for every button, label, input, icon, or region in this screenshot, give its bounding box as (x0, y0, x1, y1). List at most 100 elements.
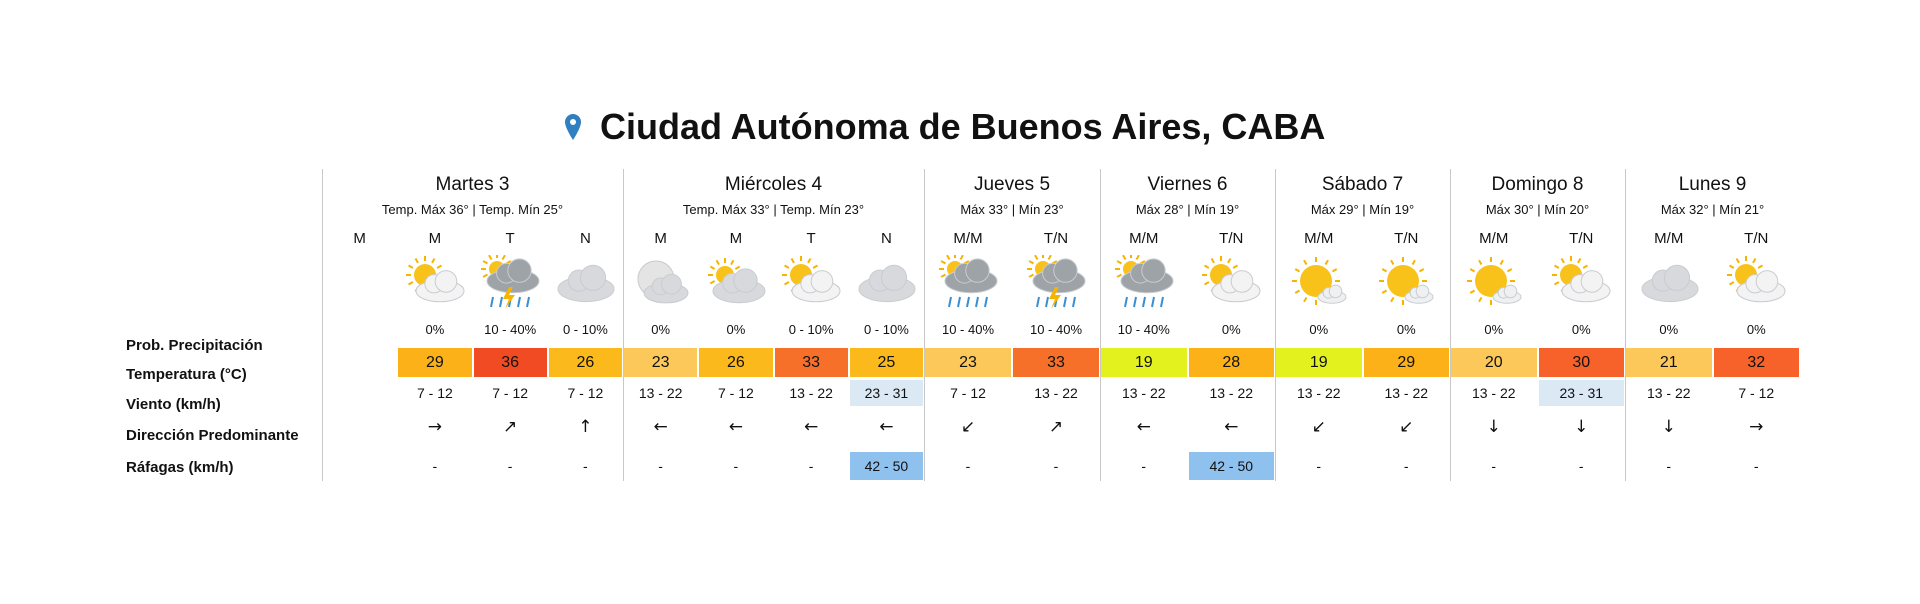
gusts: - (1491, 458, 1497, 474)
wind: 13 - 22 (1121, 385, 1166, 401)
weather-icon (405, 256, 465, 303)
period-label: M/M (1654, 230, 1684, 247)
gusts: - (1141, 458, 1147, 474)
wind-direction: → (1749, 417, 1764, 437)
day-summary: Temp. Máx 33° | Temp. Mín 23° (682, 202, 865, 217)
gusts: - (658, 458, 663, 474)
wind-direction: ↑ (578, 417, 593, 437)
separator (1625, 169, 1626, 481)
precipitation: 10 - 40% (1117, 322, 1170, 337)
day-summary: Temp. Máx 36° | Temp. Mín 25° (381, 202, 564, 217)
period-label: N (579, 230, 591, 247)
period-label: T/N (1744, 230, 1769, 247)
precipitation: 0% (1659, 322, 1679, 337)
weather-icon (782, 256, 841, 303)
gusts: - (1753, 458, 1759, 474)
wind: 13 - 22 (1471, 385, 1516, 401)
gusts: - (583, 458, 588, 474)
temperature: 33 (1013, 348, 1099, 377)
weather-icon (1466, 257, 1522, 305)
temperature: 26 (548, 348, 622, 377)
temperature: 33 (774, 348, 848, 377)
period-label: T/N (1043, 230, 1069, 247)
weather-icon (637, 260, 689, 304)
day-name: Viernes 6 (1147, 174, 1228, 195)
weather-icon (939, 255, 998, 308)
weather-icon (1641, 264, 1699, 303)
temperature: 19 (1276, 348, 1362, 377)
temperature: 36 (473, 348, 547, 377)
gusts: - (1053, 458, 1059, 474)
weather-icon (1114, 255, 1174, 308)
temperature: 20 (1451, 348, 1537, 377)
wind: 13 - 22 (1646, 385, 1691, 401)
gusts: - (733, 458, 739, 474)
gusts: 42 - 50 (849, 452, 923, 480)
period-label: T/N (1569, 230, 1594, 247)
day-summary: Máx 33° | Mín 23° (960, 202, 1064, 217)
wind: 23 - 31 (1538, 380, 1624, 406)
wind: 7 - 12 (1738, 385, 1775, 401)
wind: 13 - 22 (1209, 385, 1254, 401)
separator (623, 169, 624, 481)
period-label: M (353, 230, 366, 247)
period-label: T/N (1219, 230, 1244, 247)
wind-direction: ↗ (1048, 417, 1064, 437)
precipitation: 10 - 40% (484, 322, 537, 337)
temperature: 30 (1538, 348, 1624, 377)
temperature: 23 (624, 348, 698, 377)
day-name: Sábado 7 (1321, 174, 1404, 195)
precipitation: 0% (1221, 322, 1241, 337)
period-label: T (806, 230, 816, 247)
wind-direction: ↙ (960, 417, 976, 437)
day-name: Martes 3 (435, 174, 510, 195)
title: Ciudad Autónoma de Buenos Aires, CABA (600, 106, 1326, 147)
temperature: 29 (398, 348, 472, 377)
wind-direction: ↓ (1486, 417, 1501, 437)
day-summary: Máx 28° | Mín 19° (1135, 202, 1240, 217)
wind-direction: ↗ (503, 417, 518, 437)
period-label: M/M (1304, 230, 1334, 247)
wind-direction: ← (1136, 417, 1151, 437)
temperature: 32 (1713, 348, 1799, 377)
period-label: T (505, 230, 515, 247)
gusts: - (1666, 458, 1672, 474)
wind: 13 - 22 (1384, 385, 1429, 401)
period-label: T/N (1394, 230, 1419, 247)
day-summary: Máx 29° | Mín 19° (1310, 202, 1415, 217)
gusts: - (965, 458, 971, 474)
precipitation: 0% (726, 322, 746, 337)
precipitation: 0% (1484, 322, 1504, 337)
separator (1100, 169, 1101, 481)
wind: 7 - 12 (717, 385, 754, 401)
weather-icon (481, 255, 540, 309)
gusts: - (1403, 458, 1409, 474)
wind: 7 - 12 (567, 385, 604, 401)
wind: 7 - 12 (492, 385, 529, 401)
row-label: Temperatura (°C) (126, 366, 247, 383)
row-label: Prob. Precipitación (126, 337, 263, 354)
separator (924, 169, 925, 481)
wind: 13 - 22 (638, 385, 683, 401)
wind-direction: ← (879, 417, 894, 437)
wind-direction: ↙ (1399, 417, 1414, 437)
wind-direction: ↙ (1311, 417, 1326, 437)
day-summary: Máx 30° | Mín 20° (1485, 202, 1590, 217)
wind: 7 - 12 (950, 385, 986, 401)
precipitation: 0% (425, 322, 445, 337)
period-label: M (428, 230, 442, 247)
gusts: - (507, 458, 513, 474)
temperature: 25 (849, 348, 923, 377)
wind: 13 - 22 (789, 385, 833, 401)
separator (1275, 169, 1276, 481)
wind: 13 - 22 (1296, 385, 1341, 401)
wind: 23 - 31 (849, 380, 923, 406)
weather-icon (1291, 257, 1347, 305)
wind-direction: ← (728, 417, 743, 437)
period-label: M/M (1479, 230, 1509, 247)
gusts: - (1578, 458, 1584, 474)
period-label: M (729, 230, 743, 247)
separator (1450, 169, 1451, 481)
row-label: Dirección Predominante (126, 427, 299, 444)
row-label: Ráfagas (km/h) (126, 459, 234, 476)
